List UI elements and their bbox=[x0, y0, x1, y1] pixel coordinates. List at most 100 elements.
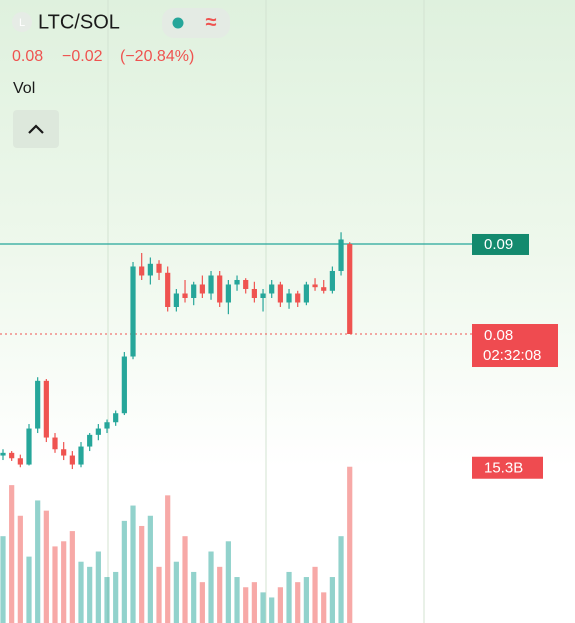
volume-bar bbox=[286, 571, 292, 623]
volume-bar bbox=[338, 536, 344, 623]
candle-body bbox=[208, 275, 214, 294]
volume-bar bbox=[139, 525, 145, 623]
last-price: 0.08 bbox=[12, 48, 43, 65]
candle-body bbox=[104, 422, 110, 429]
candle-body bbox=[173, 293, 179, 307]
candle-body bbox=[269, 284, 275, 294]
coin-logo bbox=[12, 12, 32, 32]
volume-bar bbox=[269, 597, 275, 623]
candle-body bbox=[277, 284, 283, 303]
volume-bar bbox=[173, 561, 179, 623]
volume-bar bbox=[217, 566, 223, 623]
volume-bar bbox=[9, 485, 15, 623]
volume-bar bbox=[130, 505, 136, 623]
volume-bar bbox=[234, 577, 240, 623]
volume-bar bbox=[26, 556, 32, 623]
volume-bar bbox=[347, 466, 353, 623]
volume-bar bbox=[165, 495, 171, 623]
volume-bar bbox=[61, 541, 67, 623]
candle-body bbox=[87, 434, 93, 447]
candle-body bbox=[182, 293, 188, 298]
volume-bar bbox=[121, 520, 127, 623]
price-change: −0.02 bbox=[62, 48, 103, 65]
countdown-label: 02:32:08 bbox=[483, 347, 541, 364]
volume-bar bbox=[321, 592, 327, 623]
candle-body bbox=[321, 287, 327, 291]
candle-body bbox=[9, 452, 15, 459]
volume-bar bbox=[69, 531, 75, 623]
candle-body bbox=[260, 293, 266, 298]
candle-body bbox=[69, 455, 75, 465]
volume-bar bbox=[329, 577, 335, 623]
candle-body bbox=[17, 458, 23, 465]
candle-body bbox=[217, 275, 223, 303]
candle-body bbox=[43, 380, 49, 438]
volume-bar bbox=[78, 561, 84, 623]
candle-body bbox=[338, 239, 344, 271]
candle-body bbox=[225, 284, 231, 303]
volume-bar bbox=[277, 587, 283, 623]
status-icon: ≈ bbox=[206, 11, 217, 33]
candle-body bbox=[312, 284, 318, 288]
volume-bar bbox=[243, 587, 249, 623]
volume-bar bbox=[251, 582, 257, 623]
volume-bar bbox=[303, 577, 309, 623]
volume-bar bbox=[191, 571, 197, 623]
candle-body bbox=[303, 284, 309, 303]
volume-bar bbox=[199, 582, 205, 623]
candle-body bbox=[78, 446, 84, 465]
candle-body bbox=[243, 279, 249, 289]
status-pill[interactable] bbox=[162, 8, 230, 38]
candle-body bbox=[95, 428, 101, 435]
header: L LTC/SOL ≈ 0.08 −0.02 (−20.84%) Vol bbox=[12, 8, 230, 148]
candle-body bbox=[26, 428, 32, 465]
candle-body bbox=[286, 293, 292, 303]
candle-body bbox=[234, 279, 240, 285]
volume-bar bbox=[104, 577, 110, 623]
candle-body bbox=[156, 263, 162, 273]
candle-body bbox=[251, 288, 257, 298]
candle-body bbox=[165, 272, 171, 307]
candle-body bbox=[147, 263, 153, 276]
candle-body bbox=[191, 284, 197, 298]
volume-bar bbox=[295, 582, 301, 623]
price-change-pct: (−20.84%) bbox=[120, 48, 194, 65]
last-price-label: 0.08 bbox=[484, 327, 513, 344]
candle-body bbox=[121, 356, 127, 414]
volume-bar bbox=[312, 566, 318, 623]
candle-body bbox=[61, 449, 67, 456]
indicator-label: Vol bbox=[13, 80, 35, 97]
volume-bar bbox=[156, 566, 162, 623]
last-price-tag bbox=[472, 324, 558, 368]
collapse-icon bbox=[28, 124, 44, 134]
volume-label: 15.3B bbox=[484, 460, 523, 477]
collapse-button[interactable] bbox=[13, 110, 59, 148]
volume-bar bbox=[182, 536, 188, 623]
volume-bar bbox=[17, 515, 23, 623]
volume-tag bbox=[472, 456, 543, 479]
volume-bar bbox=[35, 500, 41, 623]
candle-body bbox=[35, 380, 41, 429]
coin-logo-letter: L bbox=[19, 17, 25, 29]
candle-body bbox=[329, 270, 335, 291]
volume-bar bbox=[225, 541, 231, 623]
volume-bar bbox=[208, 551, 214, 623]
price-level-tag bbox=[472, 233, 529, 255]
volume-bar bbox=[0, 536, 6, 623]
candle-body bbox=[0, 452, 6, 456]
volume-bar bbox=[52, 546, 58, 623]
candle-body bbox=[113, 413, 119, 423]
volume-bar bbox=[260, 592, 266, 623]
candle-body bbox=[52, 437, 58, 450]
price-level-label: 0.09 bbox=[484, 236, 513, 253]
volume-bar bbox=[113, 571, 119, 623]
symbol: LTC/SOL bbox=[38, 11, 120, 33]
volume-bar bbox=[95, 551, 101, 623]
candle-body bbox=[199, 284, 205, 294]
candle-body bbox=[139, 266, 145, 276]
volume-bar bbox=[43, 510, 49, 623]
candle-body bbox=[295, 293, 301, 303]
candle-body bbox=[130, 266, 136, 357]
